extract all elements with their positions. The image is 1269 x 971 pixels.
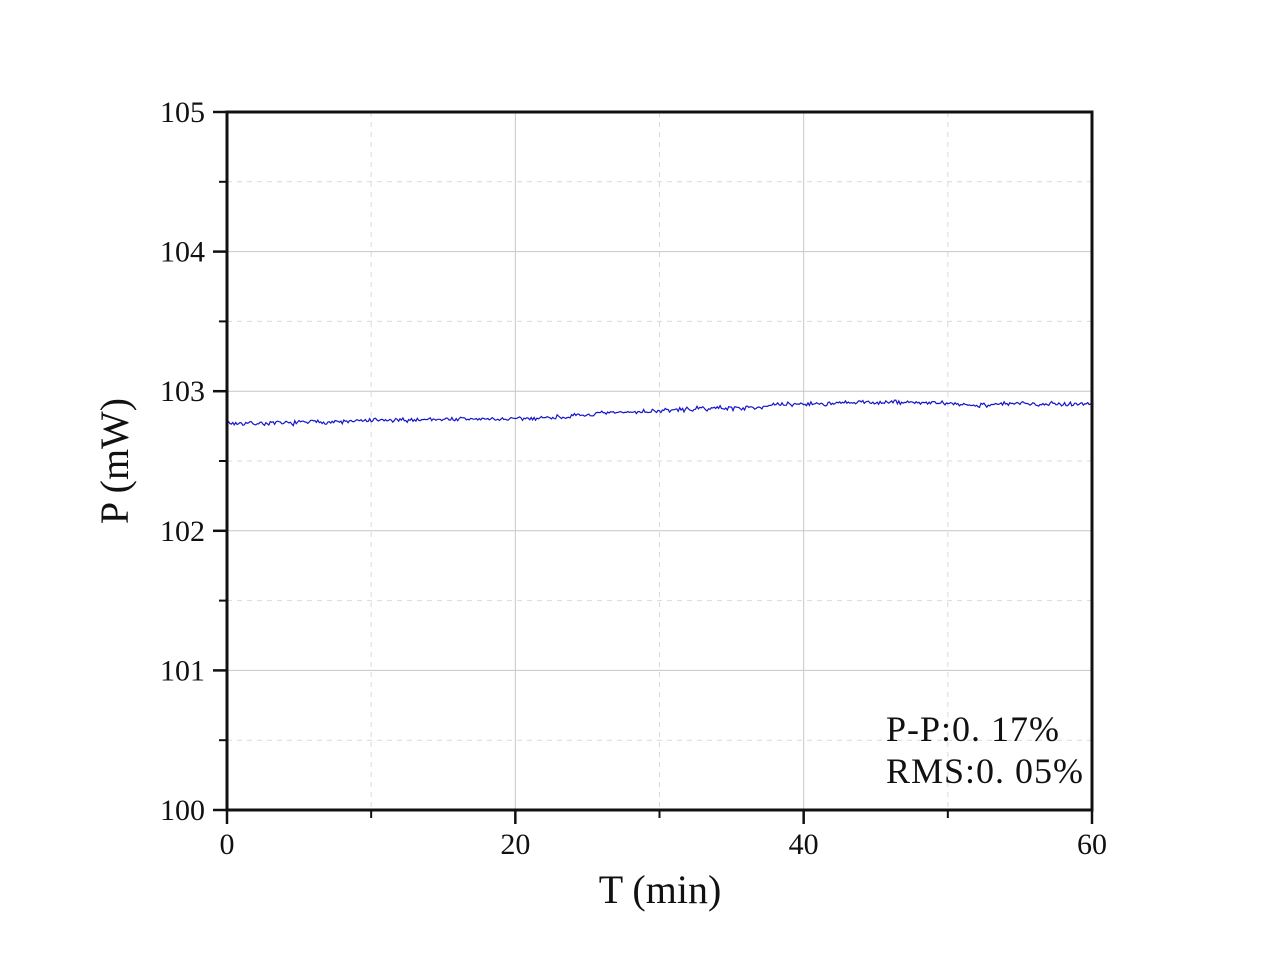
power-series-line: [226, 399, 1093, 427]
gridlines: [227, 112, 1092, 810]
x-axis-label: T (min): [599, 867, 722, 912]
annotation-peak-to-peak: P-P:0. 17%: [886, 709, 1060, 749]
y-tick-label: 105: [160, 96, 205, 129]
y-tick-label: 100: [160, 794, 205, 827]
y-axis-label: P (mW): [92, 398, 137, 524]
y-tick-label: 101: [160, 654, 205, 687]
y-tick-label: 102: [160, 515, 205, 548]
x-tick-labels: 0 20 40 60: [220, 828, 1108, 861]
y-tick-label: 103: [160, 375, 205, 408]
x-tick-label: 0: [220, 828, 235, 861]
y-tick-label: 104: [160, 236, 205, 269]
annotation-rms: RMS:0. 05%: [886, 751, 1084, 791]
x-tick-label: 40: [789, 828, 819, 861]
tick-marks: [213, 110, 1094, 824]
y-tick-labels: 100 101 102 103 104 105: [160, 96, 205, 827]
x-tick-label: 20: [500, 828, 530, 861]
x-tick-label: 60: [1077, 828, 1107, 861]
